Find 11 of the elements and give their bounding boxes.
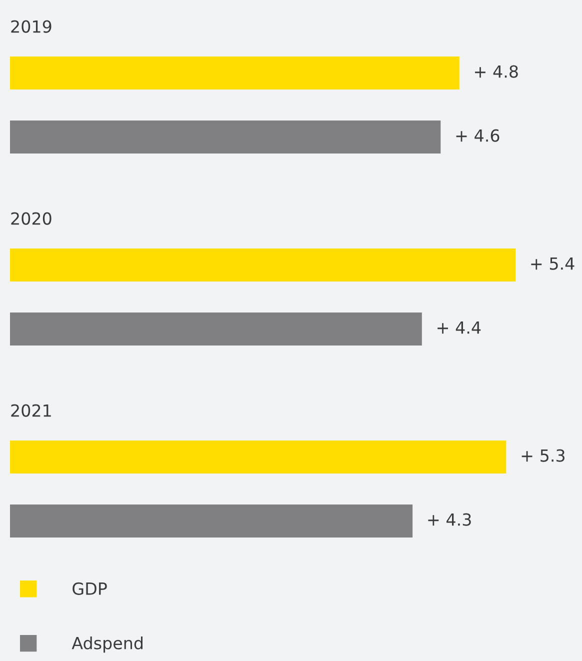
data-label: + 4.4 bbox=[438, 321, 481, 334]
y-tick-label: 2020 bbox=[11, 212, 52, 225]
legend-label: Adspend bbox=[72, 636, 142, 653]
data-label: + 4.8 bbox=[475, 65, 518, 78]
data-label: + 4.3 bbox=[428, 513, 471, 526]
data-label: + 5.3 bbox=[522, 449, 564, 462]
y-tick-label: 2019 bbox=[11, 20, 52, 33]
y-tick-label: 2021 bbox=[11, 404, 51, 417]
data-label: + 5.4 bbox=[531, 257, 574, 270]
data-label: + 4.6 bbox=[456, 129, 500, 142]
legend-label: GDP bbox=[72, 582, 107, 595]
